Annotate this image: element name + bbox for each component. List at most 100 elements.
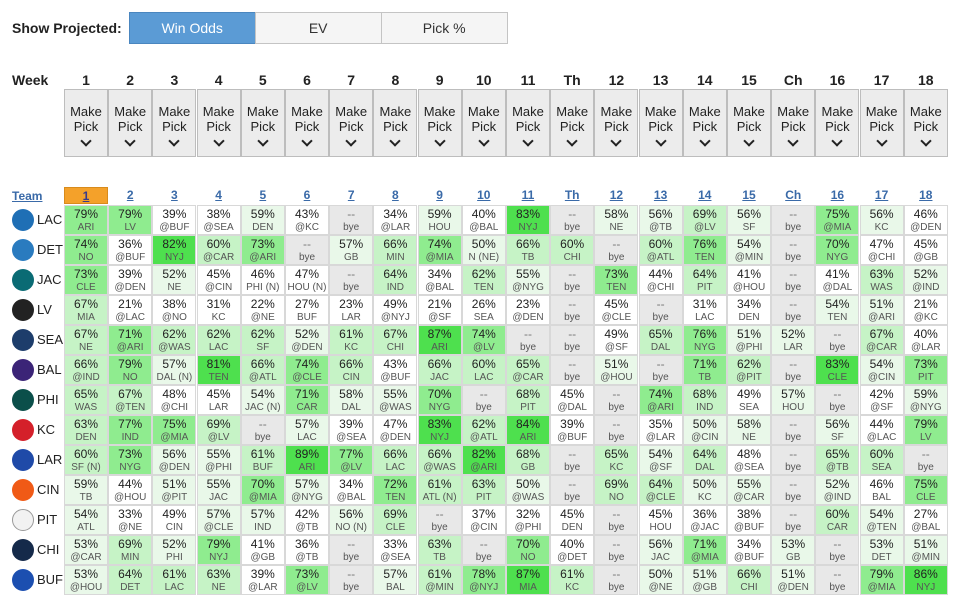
odds-cell[interactable]: 69% CLE xyxy=(373,505,418,535)
odds-cell[interactable]: 59% HOU xyxy=(417,205,462,235)
odds-cell[interactable]: 76% NYG xyxy=(682,325,727,355)
odds-cell[interactable]: 69% @LV xyxy=(682,205,727,235)
odds-cell[interactable]: 56% @TB xyxy=(638,205,683,235)
odds-cell[interactable]: -- bye xyxy=(461,385,506,415)
week-column-header[interactable]: 7 xyxy=(347,188,355,202)
odds-cell[interactable]: 61% LAC xyxy=(152,565,197,595)
odds-cell[interactable]: 45% @DAL xyxy=(550,385,595,415)
odds-cell[interactable]: 45% @GB xyxy=(903,235,948,265)
odds-cell[interactable]: 70% NYG xyxy=(417,385,462,415)
odds-cell[interactable]: 31% LAC xyxy=(682,295,727,325)
odds-cell[interactable]: -- bye xyxy=(240,415,285,445)
odds-cell[interactable]: 27% @BAL xyxy=(903,505,948,535)
odds-cell[interactable]: 79% NYJ xyxy=(196,535,241,565)
odds-cell[interactable]: -- bye xyxy=(815,535,860,565)
odds-cell[interactable]: 39% @LAR xyxy=(240,565,285,595)
odds-cell[interactable]: 57% BAL xyxy=(373,565,418,595)
odds-cell[interactable]: -- bye xyxy=(550,295,595,325)
odds-cell[interactable]: -- bye xyxy=(285,235,329,265)
odds-cell[interactable]: -- bye xyxy=(594,505,639,535)
odds-cell[interactable]: 47% @DEN xyxy=(373,415,418,445)
odds-cell[interactable]: 73% @ARI xyxy=(240,235,285,265)
odds-cell[interactable]: 49% @NYJ xyxy=(373,295,418,325)
odds-cell[interactable]: 66% MIN xyxy=(373,235,418,265)
odds-cell[interactable]: -- bye xyxy=(771,355,816,385)
odds-cell[interactable]: 51% @MIN xyxy=(903,535,948,565)
odds-cell[interactable]: 33% @SEA xyxy=(373,535,418,565)
odds-cell[interactable]: 69% @LV xyxy=(196,415,241,445)
odds-cell[interactable]: 51% @GB xyxy=(682,565,727,595)
odds-cell[interactable]: 65% KC xyxy=(594,445,639,475)
odds-cell[interactable]: 46% @DEN xyxy=(903,205,948,235)
odds-cell[interactable]: 37% @CIN xyxy=(461,505,506,535)
odds-cell[interactable]: 57% HOU xyxy=(771,385,816,415)
odds-cell[interactable]: 74% @MIA xyxy=(417,235,462,265)
odds-cell[interactable]: 67% MIA xyxy=(64,295,108,325)
win-odds-button[interactable]: Win Odds xyxy=(128,12,256,44)
odds-cell[interactable]: 34% @BAL xyxy=(329,475,374,505)
odds-cell[interactable]: 73% @LV xyxy=(285,565,329,595)
odds-cell[interactable]: 66% CIN xyxy=(329,355,374,385)
odds-cell[interactable]: 51% @ARI xyxy=(859,295,904,325)
make-pick-dropdown[interactable]: Make Pick xyxy=(285,89,329,157)
odds-cell[interactable]: 49% @SF xyxy=(594,325,639,355)
odds-cell[interactable]: -- bye xyxy=(771,445,816,475)
odds-cell[interactable]: 21% @SF xyxy=(417,295,462,325)
odds-cell[interactable]: 33% @NE xyxy=(108,505,153,535)
odds-cell[interactable]: 66% @WAS xyxy=(417,445,462,475)
odds-cell[interactable]: 46% PHI (N) xyxy=(240,265,285,295)
odds-cell[interactable]: -- bye xyxy=(771,235,816,265)
odds-cell[interactable]: 44% @CHI xyxy=(638,265,683,295)
odds-cell[interactable]: 79% ARI xyxy=(64,205,108,235)
odds-cell[interactable]: 63% DEN xyxy=(64,415,108,445)
odds-cell[interactable]: 41% @HOU xyxy=(727,265,771,295)
odds-cell[interactable]: -- bye xyxy=(550,355,595,385)
odds-cell[interactable]: 56% SF xyxy=(815,415,860,445)
odds-cell[interactable]: 59% TB xyxy=(64,475,108,505)
make-pick-dropdown[interactable]: Make Pick xyxy=(240,89,285,157)
odds-cell[interactable]: 39% @DEN xyxy=(108,265,153,295)
odds-cell[interactable]: 67% @TEN xyxy=(108,385,153,415)
odds-cell[interactable]: 63% WAS xyxy=(859,265,904,295)
odds-cell[interactable]: 47% @CHI xyxy=(859,235,904,265)
odds-cell[interactable]: 60% CAR xyxy=(815,505,860,535)
week-column-header[interactable]: 8 xyxy=(392,188,399,202)
odds-cell[interactable]: 82% NYJ xyxy=(152,235,197,265)
make-pick-dropdown[interactable]: Make Pick xyxy=(417,89,462,157)
odds-cell[interactable]: 52% @DEN xyxy=(285,325,329,355)
odds-cell[interactable]: 44% @LAC xyxy=(859,415,904,445)
odds-cell[interactable]: 65% @CAR xyxy=(506,355,550,385)
odds-cell[interactable]: 71% TB xyxy=(682,355,727,385)
odds-cell[interactable]: 62% @ATL xyxy=(461,415,506,445)
odds-cell[interactable]: 53% DET xyxy=(859,535,904,565)
odds-cell[interactable]: 56% SF xyxy=(727,205,771,235)
odds-cell[interactable]: 39% @SEA xyxy=(329,415,374,445)
odds-cell[interactable]: 72% TEN xyxy=(373,475,418,505)
odds-cell[interactable]: -- bye xyxy=(771,415,816,445)
odds-cell[interactable]: 47% HOU (N) xyxy=(285,265,329,295)
odds-cell[interactable]: -- bye xyxy=(594,235,639,265)
odds-cell[interactable]: 26% SEA xyxy=(461,295,506,325)
odds-cell[interactable]: 58% DAL xyxy=(329,385,374,415)
odds-cell[interactable]: 67% @CAR xyxy=(859,325,904,355)
odds-cell[interactable]: -- bye xyxy=(329,535,374,565)
odds-cell[interactable]: 53% GB xyxy=(771,535,816,565)
odds-cell[interactable]: 41% @DAL xyxy=(815,265,860,295)
make-pick-dropdown[interactable]: Make Pick xyxy=(152,89,197,157)
week-column-header[interactable]: Ch xyxy=(785,188,802,202)
odds-cell[interactable]: 48% @SEA xyxy=(727,445,771,475)
odds-cell[interactable]: 60% SF (N) xyxy=(64,445,108,475)
odds-cell[interactable]: 42% @SF xyxy=(859,385,904,415)
odds-cell[interactable]: 51% @DEN xyxy=(771,565,816,595)
odds-cell[interactable]: 36% @TB xyxy=(285,535,329,565)
odds-cell[interactable]: 50% @NE xyxy=(638,565,683,595)
odds-cell[interactable]: 35% @LAR xyxy=(638,415,683,445)
week-column-header[interactable]: 11 xyxy=(521,188,535,202)
odds-cell[interactable]: 87% ARI xyxy=(417,325,462,355)
make-pick-dropdown[interactable]: Make Pick xyxy=(638,89,683,157)
make-pick-dropdown[interactable]: Make Pick xyxy=(594,89,639,157)
odds-cell[interactable]: 70% @MIA xyxy=(240,475,285,505)
odds-cell[interactable]: 73% CLE xyxy=(64,265,108,295)
odds-cell[interactable]: 66% JAC xyxy=(417,355,462,385)
week-column-header[interactable]: 2 xyxy=(126,188,134,202)
